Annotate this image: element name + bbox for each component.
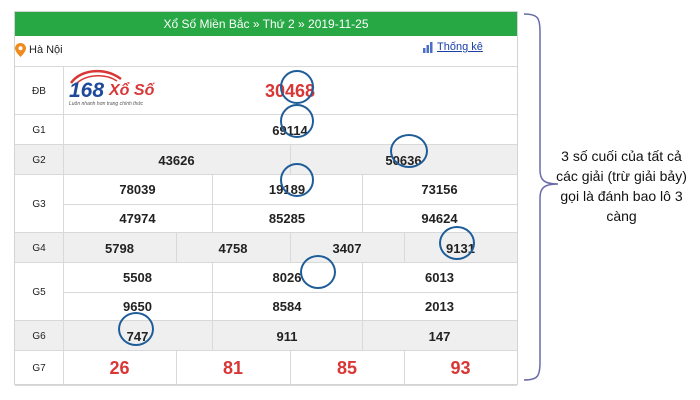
site-logo: 168 Xổ Số Luôn nhanh hơn trang chính thứ…: [65, 69, 165, 109]
stats-label[interactable]: Thống kê: [437, 41, 483, 53]
prize-number: 26: [109, 357, 130, 378]
cell-divider: [290, 145, 291, 175]
prize-row-g1: G1 69114: [15, 114, 517, 145]
prize-row-g2: G2 43626 50636: [15, 144, 517, 175]
prize-label: G5: [15, 263, 64, 321]
prize-number: 5798: [105, 240, 134, 256]
chart-icon: [423, 41, 433, 53]
prize-label: G4: [15, 233, 64, 263]
cell-divider: [290, 233, 291, 263]
cell-divider: [404, 233, 405, 263]
prize-row-g5: G5 5508 8026 6013 9650 8584 2013: [15, 262, 517, 321]
prize-number: 78039: [119, 182, 156, 197]
prize-label: G6: [15, 321, 64, 351]
prize-number: 147: [428, 328, 451, 344]
prize-row-g6: G6 747 911 147: [15, 320, 517, 351]
prize-number: 85: [336, 357, 358, 378]
highlight-circle: [300, 255, 336, 289]
row-divider: [63, 292, 517, 293]
prize-number: 47974: [119, 211, 156, 226]
prize-row-db: ĐB 168 Xổ Số Luôn nhanh hơn trang chính …: [15, 66, 517, 115]
prize-row-g3: G3 78039 19189 73156 47974 85285 94624: [15, 174, 517, 233]
prize-number: 4758: [218, 240, 248, 256]
prize-number: 5508: [123, 270, 152, 285]
cell-divider: [362, 321, 363, 351]
prize-label: G3: [15, 175, 64, 233]
highlight-circle: [280, 104, 314, 138]
prize-number: 911: [276, 328, 298, 344]
prize-number: 3407: [332, 240, 362, 256]
row-divider: [63, 204, 517, 205]
prize-number: 2013: [425, 299, 454, 314]
prize-number: 6013: [425, 270, 454, 285]
logo-number: 168: [69, 79, 105, 102]
cell-divider: [212, 321, 213, 351]
highlight-circle: [118, 312, 154, 346]
prize-number: 94624: [421, 211, 458, 226]
prize-number: 8026: [272, 270, 302, 285]
cell-divider: [404, 351, 405, 385]
logo-brand: Xổ Số: [109, 82, 155, 99]
highlight-circle: [390, 134, 428, 168]
prize-label: G2: [15, 145, 64, 175]
cell-divider: [176, 351, 177, 385]
prize-number: 73156: [421, 182, 458, 197]
prize-row-g7: G7 26 81 85 93: [15, 350, 517, 386]
cell-divider: [176, 233, 177, 263]
prize-label: ĐB: [15, 67, 64, 115]
stats-link[interactable]: Thống kê: [423, 41, 483, 53]
brace-icon: [523, 13, 559, 381]
results-panel: Xổ Số Miền Bắc » Thứ 2 » 2019-11-25 Hà N…: [14, 11, 518, 386]
prize-label: G7: [15, 351, 64, 385]
prize-number: 93: [450, 357, 471, 378]
prize-label: G1: [15, 115, 64, 145]
prize-number: 8584: [272, 299, 302, 314]
map-pin-icon: [15, 43, 26, 57]
results-title: Xổ Số Miền Bắc » Thứ 2 » 2019-11-25: [15, 12, 517, 36]
prize-number: 43626: [158, 152, 195, 168]
highlight-circle: [439, 226, 475, 260]
prize-number: 9650: [123, 299, 152, 314]
location-name: Hà Nội: [29, 44, 63, 56]
highlight-circle: [280, 70, 314, 104]
logo-tagline: Luôn nhanh hơn trang chính thức: [69, 101, 144, 107]
prize-number: 85285: [268, 211, 306, 226]
annotation-text: 3 số cuối của tất cả các giải (trừ giải …: [556, 148, 687, 224]
logo-swoosh-icon: [69, 70, 122, 86]
cell-divider: [290, 351, 291, 385]
location: Hà Nội: [15, 43, 63, 57]
highlight-circle: [280, 163, 314, 197]
prize-row-g4: G4 5798 4758 3407 9131: [15, 232, 517, 263]
prize-number: 81: [222, 357, 244, 378]
